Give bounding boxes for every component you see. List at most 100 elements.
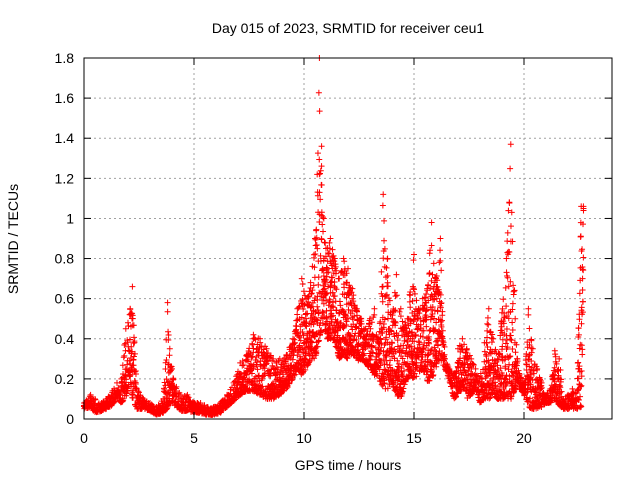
data-point	[300, 332, 307, 339]
data-point	[399, 318, 406, 325]
data-point	[421, 339, 428, 346]
data-point-peak	[243, 351, 250, 358]
data-point	[579, 246, 586, 253]
data-point	[320, 228, 327, 235]
data-point	[315, 89, 322, 96]
data-point	[578, 403, 585, 410]
data-point	[123, 390, 130, 397]
data-point	[509, 319, 516, 326]
data-point	[259, 383, 266, 390]
data-point	[396, 308, 403, 315]
data-point	[120, 354, 127, 361]
data-point	[553, 381, 560, 388]
data-point	[403, 345, 410, 352]
data-point	[330, 252, 337, 259]
data-point	[460, 364, 467, 371]
data-point	[252, 336, 259, 343]
data-point	[494, 362, 501, 369]
data-point-peak	[481, 339, 488, 346]
data-point	[470, 361, 477, 368]
data-point-peak	[230, 379, 237, 386]
data-point	[411, 286, 418, 293]
data-point	[170, 376, 177, 383]
data-point	[417, 325, 424, 332]
data-point	[336, 336, 343, 343]
data-point	[495, 350, 502, 357]
data-point	[575, 331, 582, 338]
data-point-peak	[463, 345, 470, 352]
data-point	[428, 242, 435, 249]
data-point	[125, 347, 132, 354]
data-point	[572, 390, 579, 397]
data-point	[401, 381, 408, 388]
data-point	[286, 380, 293, 387]
data-point	[485, 321, 492, 328]
data-point-peak	[560, 395, 567, 402]
data-point	[348, 343, 355, 350]
data-point-peak	[472, 365, 479, 372]
data-point	[579, 309, 586, 316]
data-point	[429, 372, 436, 379]
data-point-peak	[283, 351, 290, 358]
data-point	[387, 357, 394, 364]
data-point	[484, 343, 491, 350]
data-point	[344, 355, 351, 362]
data-point	[379, 202, 386, 209]
data-point	[330, 299, 337, 306]
data-point	[526, 352, 533, 359]
data-point	[556, 383, 563, 390]
data-point	[379, 330, 386, 337]
data-point	[369, 343, 376, 350]
data-point	[524, 398, 531, 405]
data-point-peak	[397, 305, 404, 312]
data-point	[506, 248, 513, 255]
data-point-peak	[129, 283, 136, 290]
data-point	[408, 343, 415, 350]
data-point	[303, 319, 310, 326]
data-point-peak	[327, 235, 334, 242]
data-point-peak	[133, 385, 140, 392]
data-point	[128, 343, 135, 350]
data-point	[487, 394, 494, 401]
data-point-peak	[298, 275, 305, 282]
data-point	[331, 293, 338, 300]
data-point	[577, 383, 584, 390]
data-point	[291, 336, 298, 343]
data-point	[332, 284, 339, 291]
data-point	[328, 319, 335, 326]
data-point	[578, 304, 585, 311]
data-point-peak	[217, 399, 224, 406]
data-point	[165, 332, 172, 339]
data-point	[490, 363, 497, 370]
data-point	[308, 291, 315, 298]
data-point-peak	[450, 371, 457, 378]
plot-frame	[83, 57, 613, 420]
data-point	[162, 365, 169, 372]
data-point-peak	[340, 255, 347, 262]
y-axis-label: SRMTID / TECUs	[5, 184, 21, 294]
data-point	[122, 376, 129, 383]
data-point	[317, 258, 324, 265]
data-point	[329, 254, 336, 261]
data-point	[432, 326, 439, 333]
data-point	[575, 396, 582, 403]
data-point	[397, 313, 404, 320]
data-point	[313, 226, 320, 233]
data-point	[317, 252, 324, 259]
data-point	[505, 283, 512, 290]
x-tick-label: 15	[406, 430, 422, 446]
data-point-peak	[210, 403, 217, 410]
data-point	[409, 355, 416, 362]
data-point-peak	[494, 355, 501, 362]
data-point-peak	[380, 191, 387, 198]
data-point	[557, 389, 564, 396]
data-point-peak	[371, 305, 378, 312]
data-point	[390, 307, 397, 314]
data-point	[345, 306, 352, 313]
data-point-peak	[263, 345, 270, 352]
data-point	[394, 337, 401, 344]
data-point	[525, 398, 532, 405]
data-point	[313, 316, 320, 323]
data-point	[578, 382, 585, 389]
data-point	[579, 351, 586, 358]
